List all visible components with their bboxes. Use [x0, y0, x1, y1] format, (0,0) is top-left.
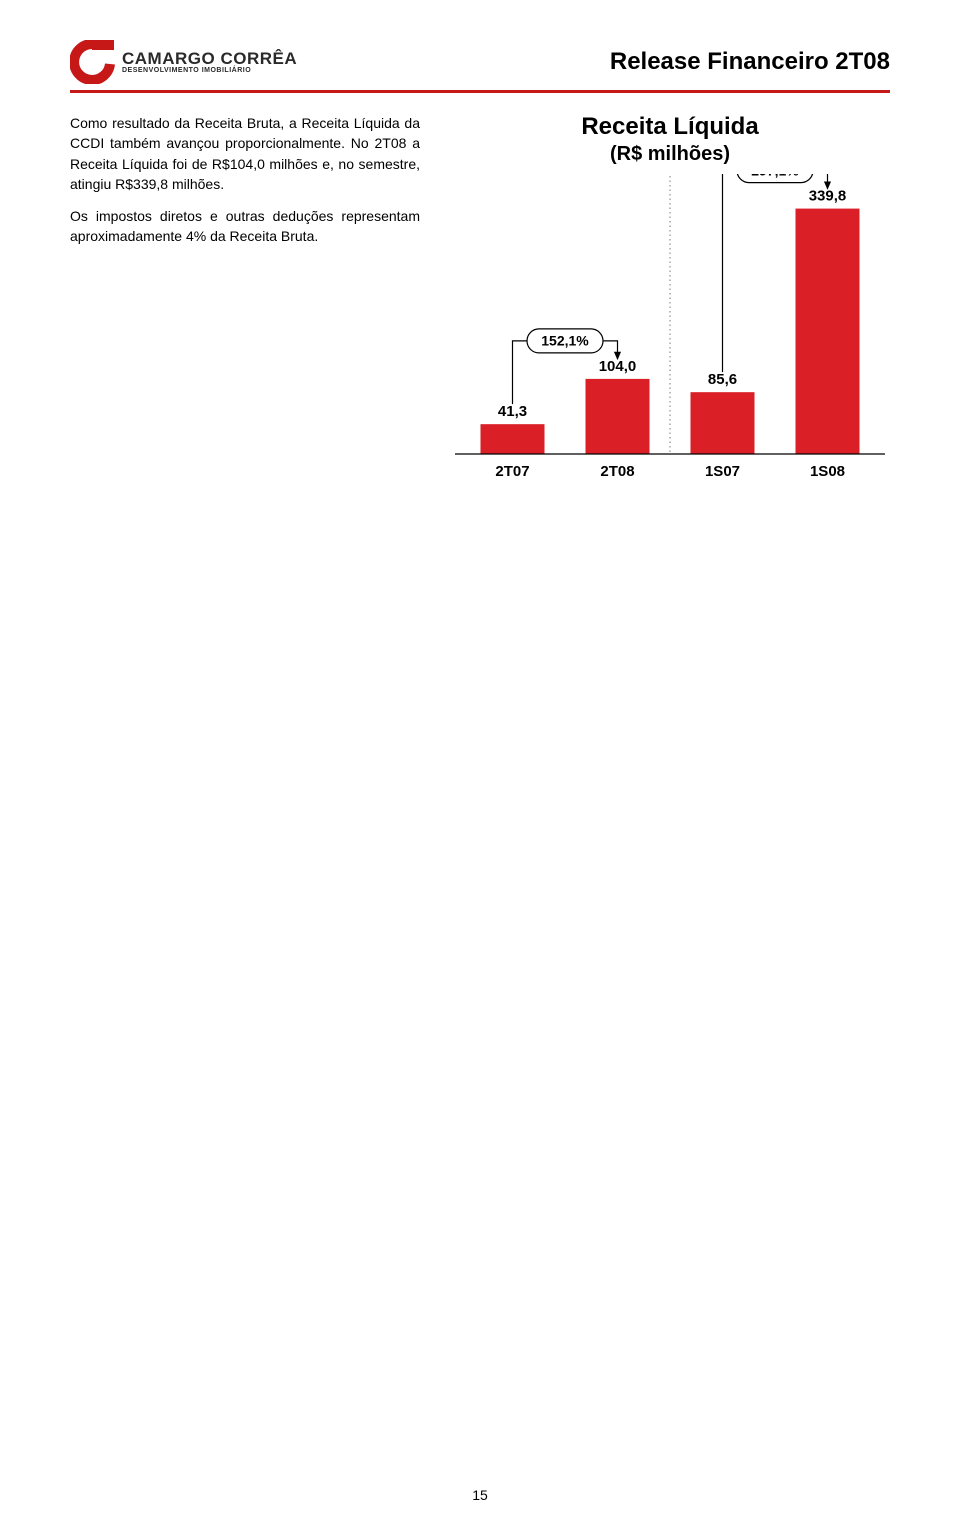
body-text-column: Como resultado da Receita Bruta, a Recei… — [70, 113, 420, 494]
svg-text:2T08: 2T08 — [600, 463, 634, 480]
logo-main-text: CAMARGO CORRÊA — [122, 50, 297, 67]
svg-text:1S07: 1S07 — [705, 463, 740, 480]
chart-title: Receita Líquida (R$ milhões) — [450, 113, 890, 166]
bar-chart: 152,1% 297,1% 41,3 2T07 104,0 2T08 85,6 1S07 339… — [450, 174, 890, 494]
page-title: Release Financeiro 2T08 — [610, 48, 890, 76]
paragraph-2: Os impostos diretos e outras deduções re… — [70, 206, 420, 247]
svg-text:104,0: 104,0 — [599, 358, 637, 375]
svg-text:41,3: 41,3 — [498, 403, 527, 420]
company-logo: CAMARGO CORRÊA DESENVOLVIMENTO IMOBILIÁR… — [70, 40, 297, 84]
page-number: 15 — [0, 1487, 960, 1503]
svg-text:152,1%: 152,1% — [541, 332, 589, 348]
svg-text:85,6: 85,6 — [708, 371, 737, 388]
svg-text:339,8: 339,8 — [809, 187, 847, 204]
chart-title-line1: Receita Líquida — [450, 113, 890, 142]
chart-title-line2: (R$ milhões) — [450, 142, 890, 166]
svg-text:1S08: 1S08 — [810, 463, 845, 480]
svg-text:2T07: 2T07 — [495, 463, 529, 480]
paragraph-1: Como resultado da Receita Bruta, a Recei… — [70, 113, 420, 194]
logo-sub-text: DESENVOLVIMENTO IMOBILIÁRIO — [122, 67, 297, 74]
header-divider — [70, 90, 890, 93]
svg-text:297,1%: 297,1% — [751, 174, 799, 178]
